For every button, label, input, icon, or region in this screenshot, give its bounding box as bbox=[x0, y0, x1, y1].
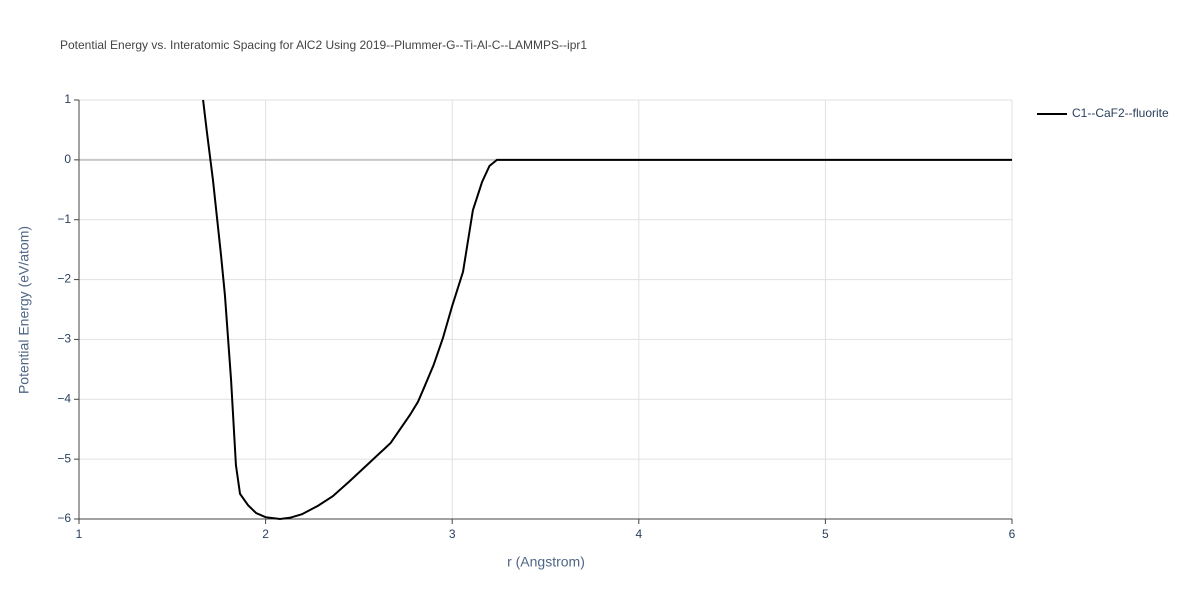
y-tick-label: 1 bbox=[64, 92, 71, 106]
x-tick-label: 3 bbox=[449, 527, 456, 541]
y-tick-label: 0 bbox=[64, 152, 71, 166]
data-line bbox=[202, 99, 1012, 521]
y-tick-label: −5 bbox=[57, 451, 71, 465]
y-tick-label: −3 bbox=[57, 332, 71, 346]
x-tick-label: 2 bbox=[262, 527, 269, 541]
y-tick-label: −4 bbox=[57, 391, 71, 405]
y-tick-label: −2 bbox=[57, 272, 71, 286]
y-tick-label: −6 bbox=[57, 511, 71, 525]
x-axis-label: r (Angstrom) bbox=[507, 554, 585, 570]
legend-label[interactable]: C1--CaF2--fluorite bbox=[1072, 106, 1169, 120]
x-tick-label: 1 bbox=[76, 527, 83, 541]
x-tick-label: 5 bbox=[822, 527, 829, 541]
chart-title: Potential Energy vs. Interatomic Spacing… bbox=[60, 38, 587, 52]
y-tick-label: −1 bbox=[57, 212, 71, 226]
y-axis-label: Potential Energy (eV/atom) bbox=[16, 226, 32, 394]
x-tick-label: 6 bbox=[1009, 527, 1016, 541]
x-tick-label: 4 bbox=[635, 527, 642, 541]
